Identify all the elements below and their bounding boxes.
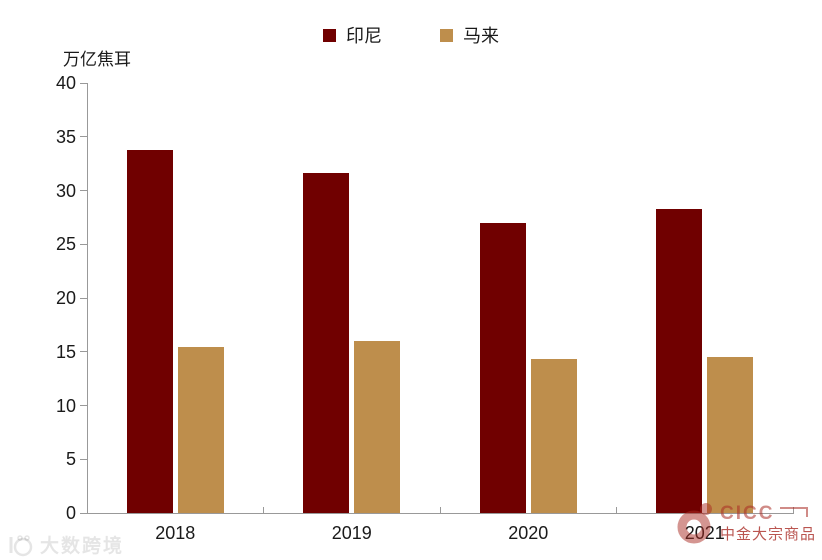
- legend-label-malaysia: 马来: [463, 26, 499, 46]
- y-axis-unit-label: 万亿焦耳: [63, 50, 131, 69]
- y-tick-label: 35: [55, 126, 76, 147]
- y-axis-tick: [80, 243, 87, 245]
- x-tick-label: 2018: [155, 523, 196, 543]
- watermark: 大数跨境: [6, 531, 124, 558]
- y-axis-tick: [80, 458, 87, 460]
- bar-malaysia-2021: [707, 357, 754, 513]
- y-axis-tick: [80, 512, 87, 514]
- y-axis-tick: [80, 351, 87, 353]
- cicc-wordmark: CICC: [719, 503, 775, 524]
- y-tick-label: 20: [55, 288, 76, 308]
- bar-indonesia-2020: [479, 222, 526, 513]
- bar-malaysia-2020: [530, 359, 577, 513]
- y-tick-label: 10: [55, 395, 76, 416]
- legend-swatch-indonesia-icon: [323, 28, 336, 42]
- bar-malaysia-2018: [177, 347, 224, 513]
- cicc-logo: CICC 中金大宗商品: [677, 500, 816, 546]
- y-axis-tick: [80, 82, 87, 84]
- x-axis-line: [80, 513, 794, 514]
- y-tick-label: 30: [55, 180, 76, 201]
- cicc-flame-icon: [677, 503, 712, 544]
- legend-label-indonesia: 印尼: [346, 26, 382, 46]
- x-axis-tick: [792, 507, 794, 513]
- bar-indonesia-2018: [126, 149, 173, 513]
- legend-item-malaysia[interactable]: 马来: [440, 22, 499, 48]
- y-axis-tick: [80, 190, 87, 191]
- cicc-chinese-name: 中金大宗商品: [719, 526, 816, 543]
- y-axis-tick: [80, 136, 87, 138]
- bar-indonesia-2021: [656, 208, 703, 513]
- y-tick-label: 15: [55, 341, 76, 362]
- legend-item-indonesia[interactable]: 印尼: [323, 22, 382, 48]
- legend-swatch-malaysia-icon: [440, 28, 453, 42]
- x-axis-tick: [616, 507, 617, 513]
- cicc-corner-line: [780, 507, 809, 517]
- x-axis-tick: [439, 507, 441, 513]
- y-tick-label: 5: [65, 449, 76, 470]
- legend: 印尼 马来: [0, 22, 822, 48]
- y-tick-label: 40: [55, 73, 76, 93]
- watermark-smiley-icon: [9, 534, 33, 556]
- watermark-text: 大数跨境: [40, 536, 125, 557]
- bar-malaysia-2019: [354, 341, 401, 513]
- x-axis-tick: [263, 507, 264, 513]
- x-axis-tick: [86, 507, 88, 513]
- x-tick-label: 2020: [508, 523, 549, 543]
- y-axis-tick: [80, 405, 87, 406]
- y-axis-tick: [80, 297, 87, 299]
- y-tick-label: 25: [55, 234, 76, 255]
- x-tick-label: 2019: [331, 523, 372, 543]
- y-axis-line: [87, 83, 88, 513]
- y-tick-label: 0: [65, 503, 76, 523]
- cicc-text-block: CICC 中金大宗商品: [720, 504, 816, 542]
- bar-indonesia-2019: [303, 173, 350, 513]
